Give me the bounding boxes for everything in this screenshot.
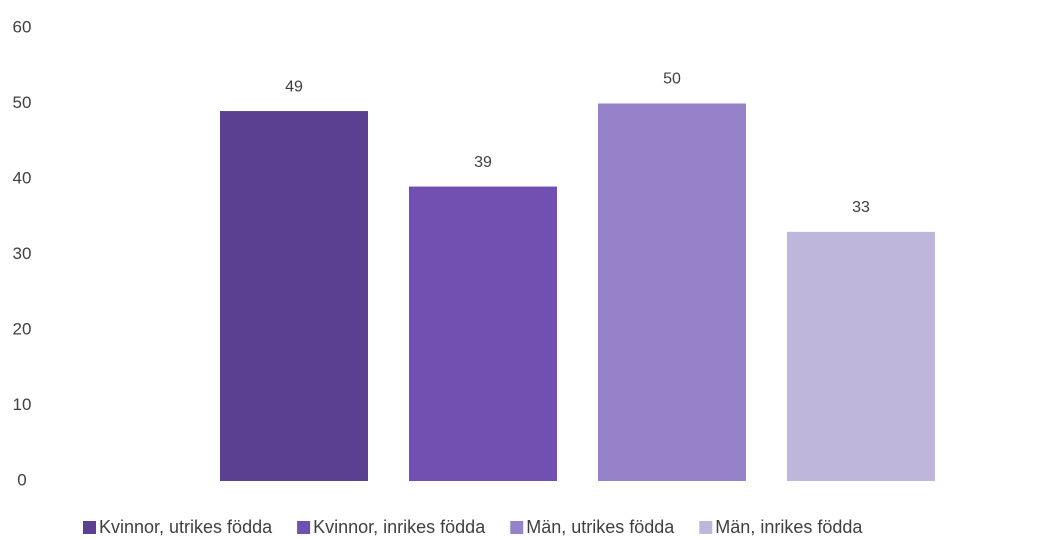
y-tick-label: 40 [13,168,32,187]
bar [787,231,935,481]
y-tick-label: 0 [17,470,26,489]
y-tick-label: 60 [13,17,32,36]
legend-swatch [510,521,524,534]
bar [220,111,368,482]
legend-swatch [297,521,311,534]
legend-label: Män, inrikes födda [715,517,863,537]
legend-swatch [699,521,713,534]
y-tick-label: 30 [13,244,32,263]
y-tick-label: 10 [13,395,32,414]
data-label: 33 [852,199,870,216]
data-label: 50 [663,71,681,88]
bar [598,103,746,481]
data-label: 49 [285,78,303,95]
bar [409,186,557,482]
legend-label: Kvinnor, utrikes födda [99,517,273,537]
y-tick-label: 20 [13,319,32,338]
legend-label: Kvinnor, inrikes födda [313,517,486,537]
legend-label: Män, utrikes födda [526,517,675,537]
y-tick-label: 50 [13,93,32,112]
data-label: 39 [474,154,492,171]
legend-swatch [83,521,96,534]
